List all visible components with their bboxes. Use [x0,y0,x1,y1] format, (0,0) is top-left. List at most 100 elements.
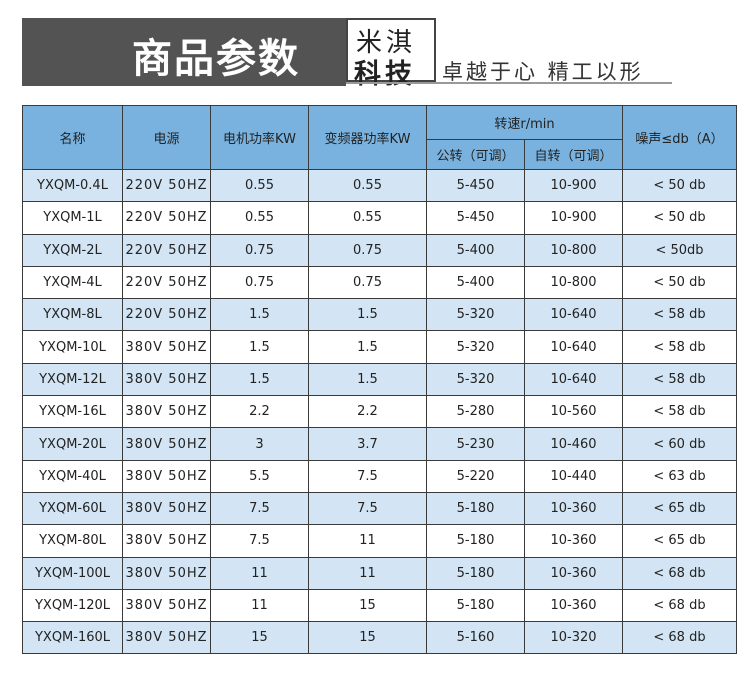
noise-cell: < 68 db [622,621,737,655]
table-row: YXQM-8L 220V 50HZ 1.5 1.5 5-320 10-640 < 58 db [22,298,737,332]
revolution-speed-cell: 5-180 [426,556,525,590]
power-supply-cell: 220V 50HZ [122,201,211,235]
motor-power-cell: 0.55 [210,201,309,235]
brand-line1: 米淇 [356,28,417,58]
rotation-speed-cell: 10-800 [524,265,623,300]
noise-cell: < 50 db [622,265,737,300]
revolution-speed-cell: 5-450 [426,201,525,235]
inverter-power-cell: 0.75 [308,233,427,267]
inverter-power-cell: 1.5 [308,362,427,397]
inverter-power-cell: 2.2 [308,395,427,429]
revolution-speed-cell: 5-180 [426,524,525,558]
table-row: YXQM-0.4L 220V 50HZ 0.55 0.55 5-450 10-900 < 5… [22,168,737,203]
inverter-power-cell: 0.75 [308,265,427,300]
motor-power-cell: 0.75 [210,265,309,300]
model-cell: YXQM-60L [22,491,123,526]
model-cell: YXQM-1L [22,201,123,235]
header-name: 名称 [22,105,123,170]
revolution-speed-cell: 5-280 [426,395,525,429]
rotation-speed-cell: 10-560 [524,395,623,429]
table-row: YXQM-12L 380V 50HZ 1.5 1.5 5-320 10-640 < 58 d… [22,362,737,397]
header-speed: 转速r/min [426,105,623,140]
motor-power-cell: 15 [210,621,309,655]
noise-cell: < 58 db [622,298,737,332]
noise-cell: < 60 db [622,427,737,461]
power-supply-cell: 380V 50HZ [122,395,211,429]
rotation-speed-cell: 10-360 [524,588,623,623]
revolution-speed-cell: 5-230 [426,427,525,461]
rotation-speed-cell: 10-440 [524,459,623,493]
inverter-power-cell: 11 [308,524,427,558]
model-cell: YXQM-40L [22,459,123,493]
revolution-speed-cell: 5-400 [426,233,525,267]
power-supply-cell: 380V 50HZ [122,524,211,558]
motor-power-cell: 11 [210,556,309,590]
inverter-power-cell: 1.5 [308,298,427,332]
model-cell: YXQM-0.4L [22,168,123,203]
table-row: YXQM-100L 380V 50HZ 11 11 5-180 10-360 < 68 db [22,556,737,590]
motor-power-cell: 7.5 [210,491,309,526]
table-row: YXQM-120L 380V 50HZ 11 15 5-180 10-360 < 68 db [22,588,737,623]
model-cell: YXQM-16L [22,395,123,429]
power-supply-cell: 380V 50HZ [122,588,211,623]
noise-cell: < 68 db [622,588,737,623]
power-supply-cell: 380V 50HZ [122,427,211,461]
brand-line2: 科技 [354,59,416,90]
revolution-speed-cell: 5-160 [426,621,525,655]
motor-power-cell: 1.5 [210,298,309,332]
power-supply-cell: 220V 50HZ [122,168,211,203]
model-cell: YXQM-2L [22,233,123,267]
table-row: YXQM-20L 380V 50HZ 3 3.7 5-230 10-460 < 60 db [22,427,737,461]
model-cell: YXQM-10L [22,330,123,364]
rotation-speed-cell: 10-460 [524,427,623,461]
table-row: YXQM-4L 220V 50HZ 0.75 0.75 5-400 10-800 < 50 … [22,265,737,300]
rotation-speed-cell: 10-320 [524,621,623,655]
header-rotation: 自转（可调） [524,139,623,170]
header-motor-power: 电机功率KW [210,105,309,170]
rotation-speed-cell: 10-360 [524,491,623,526]
revolution-speed-cell: 5-320 [426,330,525,364]
power-supply-cell: 220V 50HZ [122,233,211,267]
inverter-power-cell: 3.7 [308,427,427,461]
revolution-speed-cell: 5-320 [426,298,525,332]
model-cell: YXQM-8L [22,298,123,332]
rotation-speed-cell: 10-360 [524,556,623,590]
noise-cell: < 65 db [622,491,737,526]
revolution-speed-cell: 5-450 [426,168,525,203]
power-supply-cell: 380V 50HZ [122,491,211,526]
motor-power-cell: 0.75 [210,233,309,267]
power-supply-cell: 380V 50HZ [122,556,211,590]
table-row: YXQM-60L 380V 50HZ 7.5 7.5 5-180 10-360 < 65 d… [22,491,737,526]
header-revolution: 公转（可调） [426,139,525,170]
table-row: YXQM-40L 380V 50HZ 5.5 7.5 5-220 10-440 < 63 d… [22,459,737,493]
rotation-speed-cell: 10-800 [524,233,623,267]
header-inverter-power: 变频器功率KW [308,105,427,170]
model-cell: YXQM-12L [22,362,123,397]
table-row: YXQM-1L 220V 50HZ 0.55 0.55 5-450 10-900 < 50 … [22,201,737,235]
motor-power-cell: 5.5 [210,459,309,493]
slogan: 卓越于心 精工以形 [442,60,644,84]
inverter-power-cell: 7.5 [308,459,427,493]
power-supply-cell: 380V 50HZ [122,459,211,493]
motor-power-cell: 1.5 [210,330,309,364]
power-supply-cell: 220V 50HZ [122,298,211,332]
spec-table-body: YXQM-0.4L 220V 50HZ 0.55 0.55 5-450 10-900 < 5… [22,168,737,655]
rotation-speed-cell: 10-640 [524,330,623,364]
revolution-speed-cell: 5-400 [426,265,525,300]
model-cell: YXQM-20L [22,427,123,461]
rotation-speed-cell: 10-900 [524,201,623,235]
rotation-speed-cell: 10-360 [524,524,623,558]
motor-power-cell: 11 [210,588,309,623]
header-power-supply: 电源 [122,105,211,170]
inverter-power-cell: 15 [308,588,427,623]
model-cell: YXQM-160L [22,621,123,655]
power-supply-cell: 220V 50HZ [122,265,211,300]
power-supply-cell: 380V 50HZ [122,330,211,364]
rotation-speed-cell: 10-640 [524,298,623,332]
rotation-speed-cell: 10-900 [524,168,623,203]
model-cell: YXQM-80L [22,524,123,558]
spec-table: 名称 电源 电机功率KW 变频器功率KW 转速r/min 噪声≤db（A） 公转… [22,105,737,655]
revolution-speed-cell: 5-180 [426,491,525,526]
noise-cell: < 63 db [622,459,737,493]
inverter-power-cell: 0.55 [308,201,427,235]
